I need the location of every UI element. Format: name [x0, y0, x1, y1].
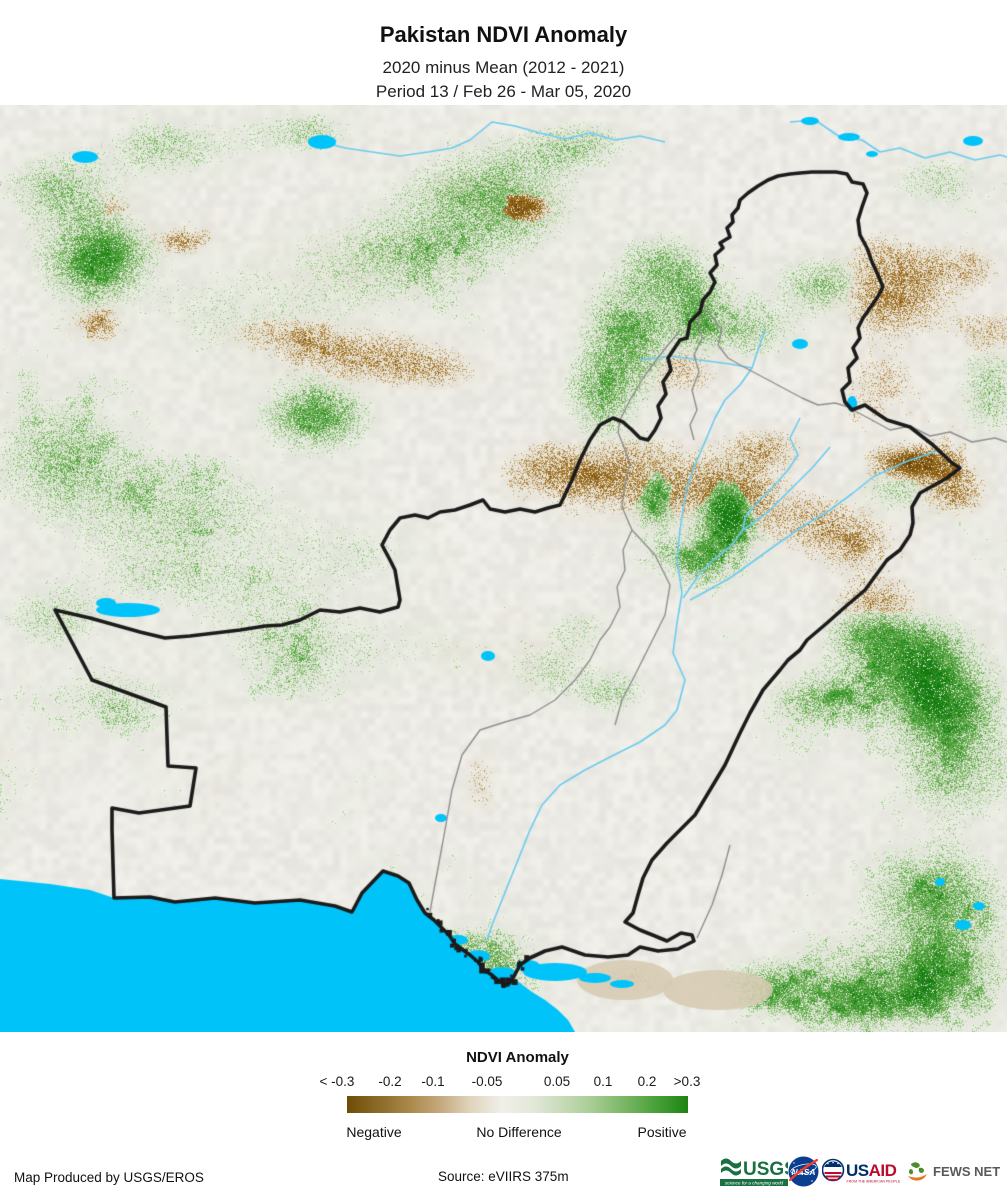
source-text: Source: eVIIRS 375m — [438, 1169, 569, 1184]
page-title: Pakistan NDVI Anomaly — [379, 22, 628, 47]
subtitle-period-comparison: 2020 minus Mean (2012 - 2021) — [382, 58, 625, 77]
legend-tick-neg01: -0.1 — [421, 1074, 445, 1089]
usaid-tagline-text: FROM THE AMERICAN PEOPLE — [847, 1180, 901, 1184]
usgs-logo: USGS science for a changing world — [720, 1158, 788, 1186]
usaid-logo: USAID FROM THE AMERICAN PEOPLE — [822, 1158, 901, 1184]
ndvi-map-canvas — [0, 105, 1007, 1032]
legend-color-gradient-bar — [347, 1096, 688, 1113]
svg-text:USAID: USAID — [846, 1161, 897, 1180]
legend-tick-neg005: -0.05 — [471, 1074, 503, 1089]
nasa-logo-text: NASA — [791, 1167, 815, 1177]
legend-tick-pos02: 0.2 — [637, 1074, 657, 1089]
nasa-logo: NASA — [788, 1156, 819, 1187]
legend-label-positive: Positive — [637, 1124, 687, 1140]
usaid-logo-aid: AID — [869, 1161, 897, 1180]
legend-label-no-difference: No Difference — [476, 1124, 562, 1140]
fewsnet-logo-text: FEWS NET — [933, 1164, 1000, 1179]
legend-tick-pos005: 0.05 — [543, 1074, 571, 1089]
produced-by-text: Map Produced by USGS/EROS — [14, 1170, 204, 1185]
usgs-logo-text: USGS — [743, 1159, 788, 1180]
subtitle-period-dates: Period 13 / Feb 26 - Mar 05, 2020 — [375, 82, 632, 101]
legend-title: NDVI Anomaly — [466, 1049, 569, 1066]
legend-label-negative: Negative — [346, 1124, 402, 1140]
legend-tick-lt-neg03: < -0.3 — [319, 1074, 355, 1089]
legend-tick-pos01: 0.1 — [593, 1074, 613, 1089]
ndvi-anomaly-map — [0, 105, 1007, 1032]
usaid-logo-us: US — [846, 1161, 869, 1180]
usgs-tagline-text: science for a changing world — [725, 1181, 784, 1186]
legend-tick-neg02: -0.2 — [378, 1074, 402, 1089]
fewsnet-logo: FEWS NET — [906, 1160, 1000, 1182]
legend-tick-gt-pos03: >0.3 — [673, 1074, 701, 1089]
